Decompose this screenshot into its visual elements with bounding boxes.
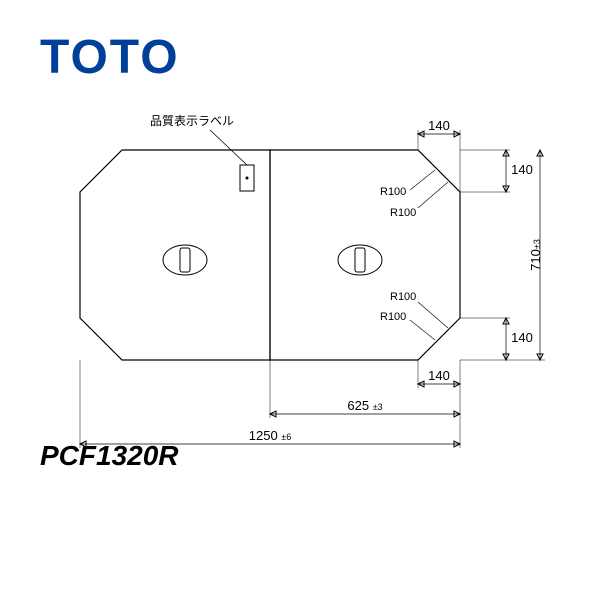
svg-text:R100: R100 <box>390 207 416 219</box>
svg-text:R100: R100 <box>390 291 416 303</box>
handle-left <box>163 245 207 275</box>
svg-text:140: 140 <box>428 368 450 383</box>
svg-text:1250 ±6: 1250 ±6 <box>249 428 292 443</box>
svg-text:140: 140 <box>428 120 450 133</box>
svg-text:140: 140 <box>511 330 533 345</box>
svg-text:710±3: 710±3 <box>528 239 543 271</box>
svg-text:R100: R100 <box>380 186 406 198</box>
brand-logo: TOTO <box>40 30 180 85</box>
svg-text:140: 140 <box>511 162 533 177</box>
svg-text:625 ±3: 625 ±3 <box>347 398 382 413</box>
svg-text:R100: R100 <box>380 311 406 323</box>
handle-right <box>338 245 382 275</box>
quality-label-annotation: 品質表示ラベル <box>150 112 234 129</box>
part-number: PCF1320R <box>40 440 179 472</box>
